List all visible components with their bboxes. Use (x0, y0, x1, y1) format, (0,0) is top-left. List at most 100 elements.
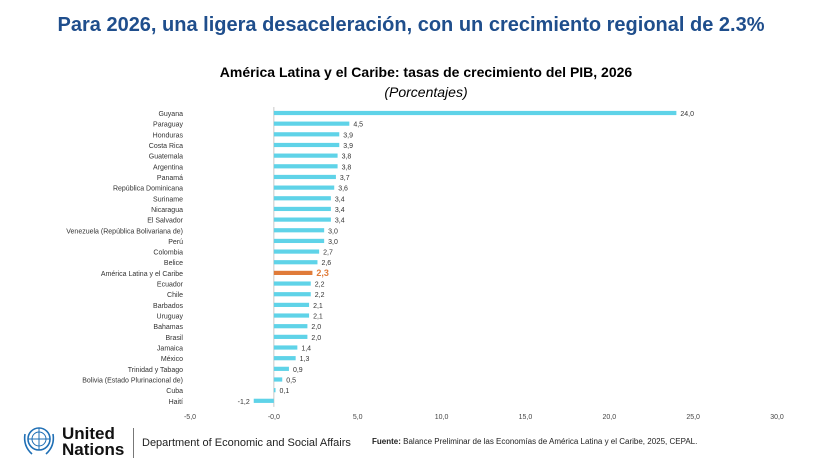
category-label: Cuba (166, 388, 183, 395)
category-label: México (161, 356, 183, 363)
bar (273, 292, 311, 297)
value-label: 2,0 (311, 324, 321, 331)
category-label: Honduras (153, 132, 184, 139)
category-label: Barbados (153, 303, 183, 310)
value-label: 2,6 (321, 260, 331, 267)
category-label: Venezuela (República Bolivariana de) (66, 228, 183, 235)
category-label: Panamá (157, 175, 183, 182)
bar (273, 366, 289, 371)
value-label: 1,4 (301, 346, 311, 353)
bar (273, 228, 325, 233)
bar (273, 270, 313, 275)
value-label: 3,4 (335, 196, 345, 203)
x-tick-label: 15,0 (519, 414, 533, 421)
x-tick-label: 5,0 (353, 414, 363, 421)
un-wordmark-line1: United (62, 424, 115, 443)
bar (273, 313, 310, 318)
value-label: 2,7 (323, 250, 333, 257)
category-label: Ecuador (157, 282, 184, 289)
value-label: 2,1 (313, 303, 323, 310)
category-label: El Salvador (147, 218, 183, 225)
bar (253, 398, 274, 403)
category-label: Chile (167, 292, 183, 299)
slide-title: Para 2026, una ligera desaceleración, co… (57, 14, 765, 36)
bar (273, 302, 310, 307)
category-label: República Dominicana (113, 186, 183, 193)
x-tick-label: -0,0 (268, 414, 280, 421)
bar (273, 196, 331, 201)
value-label: 3,4 (335, 218, 345, 225)
bar (273, 217, 331, 222)
bar (273, 164, 338, 169)
category-label: Trinidad y Tabago (128, 367, 183, 374)
chart-title: América Latina y el Caribe: tasas de cre… (219, 64, 633, 80)
value-label: 2,3 (316, 268, 329, 278)
bar (273, 132, 340, 137)
value-label: 3,6 (338, 186, 348, 193)
footer-divider (133, 428, 134, 458)
value-label: 3,7 (340, 175, 350, 182)
value-label: 3,8 (342, 164, 352, 171)
source-text: Balance Preliminar de las Economías de A… (403, 437, 698, 446)
un-wordmark-line2: Nations (62, 440, 125, 459)
x-tick-label: -5,0 (184, 414, 196, 421)
source-note: Fuente: Balance Preliminar de las Econom… (372, 437, 697, 446)
value-label: 2,0 (311, 335, 321, 342)
value-label: -1,2 (238, 399, 250, 406)
value-label: 24,0 (680, 111, 694, 118)
category-label: Bahamas (153, 324, 183, 331)
x-tick-label: 10,0 (435, 414, 449, 421)
chart-subtitle: (Porcentajes) (384, 84, 468, 100)
category-label: Guyana (158, 111, 183, 118)
bar (273, 121, 350, 126)
bar (273, 238, 325, 244)
category-label: Uruguay (157, 314, 184, 321)
category-label: Argentina (153, 164, 183, 171)
category-label: Nicaragua (151, 207, 183, 214)
category-label: Haití (169, 399, 183, 406)
x-tick-label: 20,0 (602, 414, 616, 421)
bar (273, 281, 311, 286)
bar (273, 388, 276, 393)
value-label: 1,3 (300, 356, 310, 363)
bar (273, 153, 338, 158)
category-label: Paraguay (153, 122, 183, 129)
value-label: 2,2 (315, 282, 325, 289)
x-tick-label: 30,0 (770, 414, 784, 421)
category-label: Bolivia (Estado Plurinacional de) (82, 378, 183, 385)
value-label: 0,1 (280, 388, 290, 395)
value-label: 3,0 (328, 228, 338, 235)
department-name: Department of Economic and Social Affair… (142, 437, 351, 449)
bar (273, 110, 677, 116)
value-label: 4,5 (353, 122, 363, 129)
x-tick-label: 25,0 (686, 414, 700, 421)
value-label: 3,9 (343, 143, 353, 150)
category-label: América Latina y el Caribe (101, 271, 183, 278)
bar (273, 206, 331, 212)
bar (273, 334, 308, 339)
value-label: 0,9 (293, 367, 303, 374)
value-label: 2,2 (315, 292, 325, 299)
bar (273, 174, 336, 180)
value-label: 2,1 (313, 314, 323, 321)
bar (273, 356, 296, 361)
category-label: Perú (168, 239, 183, 246)
value-label: 3,9 (343, 132, 353, 139)
bar (273, 260, 318, 265)
bar (273, 324, 308, 329)
value-label: 0,5 (286, 378, 296, 385)
bar (273, 377, 283, 382)
un-emblem-icon (23, 427, 55, 455)
source-label: Fuente: (372, 437, 401, 446)
bar (273, 185, 335, 190)
category-label: Colombia (153, 250, 183, 257)
bar (273, 142, 340, 148)
value-label: 3,0 (328, 239, 338, 246)
bar (273, 345, 298, 350)
bar (273, 249, 320, 254)
category-label: Brasil (165, 335, 183, 342)
un-wordmark: United Nations (62, 424, 125, 459)
category-label: Jamaica (157, 346, 183, 353)
category-label: Costa Rica (149, 143, 183, 150)
